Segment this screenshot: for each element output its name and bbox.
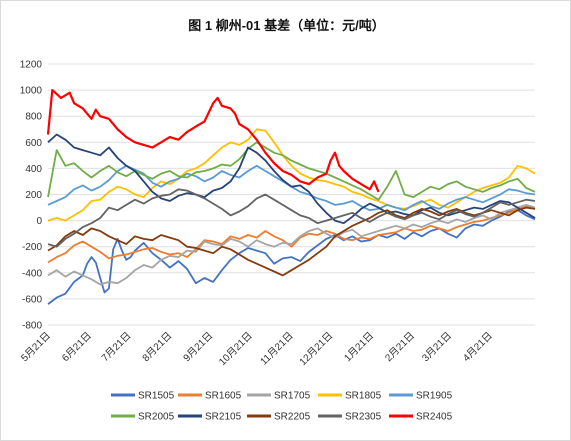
- x-tick-label: 9月21日: [181, 330, 215, 364]
- series-line-sr1805: [47, 128, 536, 222]
- x-tick-label: 12月21日: [297, 330, 335, 368]
- legend-label: SR1805: [345, 391, 382, 402]
- x-tick-label: 10月21日: [217, 330, 255, 368]
- y-tick-label: 1200: [20, 60, 43, 71]
- y-tick-label: -600: [22, 294, 42, 305]
- x-tick-label: 7月21日: [99, 330, 133, 364]
- legend-label: SR2205: [274, 412, 311, 423]
- legend-label: SR2405: [416, 412, 453, 423]
- y-axis-tick-labels: 1200 1000 800 600 400 200 0 -200 -400 -600 -800: [20, 60, 43, 332]
- y-tick-label: 1000: [20, 86, 43, 97]
- legend-item-sr1805: SR1805: [318, 391, 382, 402]
- legend-item-sr2005: SR2005: [111, 412, 175, 423]
- x-tick-label: 8月21日: [140, 330, 174, 364]
- series-line-sr2405: [46, 88, 380, 193]
- series-line-sr2105: [47, 133, 536, 225]
- series-line-sr1705: [47, 203, 536, 286]
- legend-item-sr2405: SR2405: [389, 412, 453, 423]
- x-tick-label: 3月21日: [420, 330, 454, 364]
- legend-label: SR2305: [345, 412, 382, 423]
- series-line-sr2305: [47, 188, 536, 248]
- legend-item-sr1905: SR1905: [389, 391, 453, 402]
- x-tick-label: 5月21日: [19, 330, 53, 364]
- y-tick-label: -400: [22, 268, 42, 279]
- legend-label: SR1705: [274, 391, 311, 402]
- series-line-sr1605: [47, 205, 536, 264]
- legend-label: SR1505: [138, 391, 175, 402]
- y-tick-label: -200: [22, 242, 42, 253]
- legend-item-sr1605: SR1605: [178, 391, 242, 402]
- y-tick-label: 400: [25, 164, 42, 175]
- legend-label: SR1605: [205, 391, 242, 402]
- x-tick-label: 4月21日: [460, 330, 494, 364]
- y-tick-label: 800: [25, 112, 42, 123]
- legend-item-sr2305: SR2305: [318, 412, 382, 423]
- series-line-sr1505: [47, 209, 536, 305]
- legend-item-sr1505: SR1505: [111, 391, 175, 402]
- legend-label: SR2005: [138, 412, 175, 423]
- series-line-sr2205: [47, 206, 536, 277]
- x-tick-label: 2月21日: [383, 330, 417, 364]
- y-tick-label: 600: [25, 138, 42, 149]
- legend-item-sr2105: SR2105: [178, 412, 242, 423]
- y-tick-label: 0: [36, 216, 42, 227]
- x-axis-tick-labels: 5月21日 6月21日 7月21日 8月21日 9月21日 10月21日 11月21日 12月…: [19, 330, 495, 368]
- gridlines: [48, 63, 535, 326]
- x-tick-label: 1月21日: [342, 330, 376, 364]
- chart-title: 图 1 柳州-01 基差（单位：元/吨）: [188, 18, 385, 33]
- x-tick-label: 11月21日: [258, 330, 296, 368]
- legend-item-sr1705: SR1705: [247, 391, 311, 402]
- series-lines: [46, 88, 536, 305]
- y-tick-label: 200: [25, 190, 42, 201]
- legend: SR1505 SR1605 SR1705 SR1805 SR1905 SR2005 SR21…: [111, 391, 453, 423]
- x-tick-label: 6月21日: [60, 330, 94, 364]
- legend-item-sr2205: SR2205: [247, 412, 311, 423]
- legend-label: SR2105: [205, 412, 242, 423]
- y-tick-label: -800: [22, 321, 42, 332]
- series-line-sr2005: [47, 141, 536, 201]
- legend-label: SR1905: [416, 391, 453, 402]
